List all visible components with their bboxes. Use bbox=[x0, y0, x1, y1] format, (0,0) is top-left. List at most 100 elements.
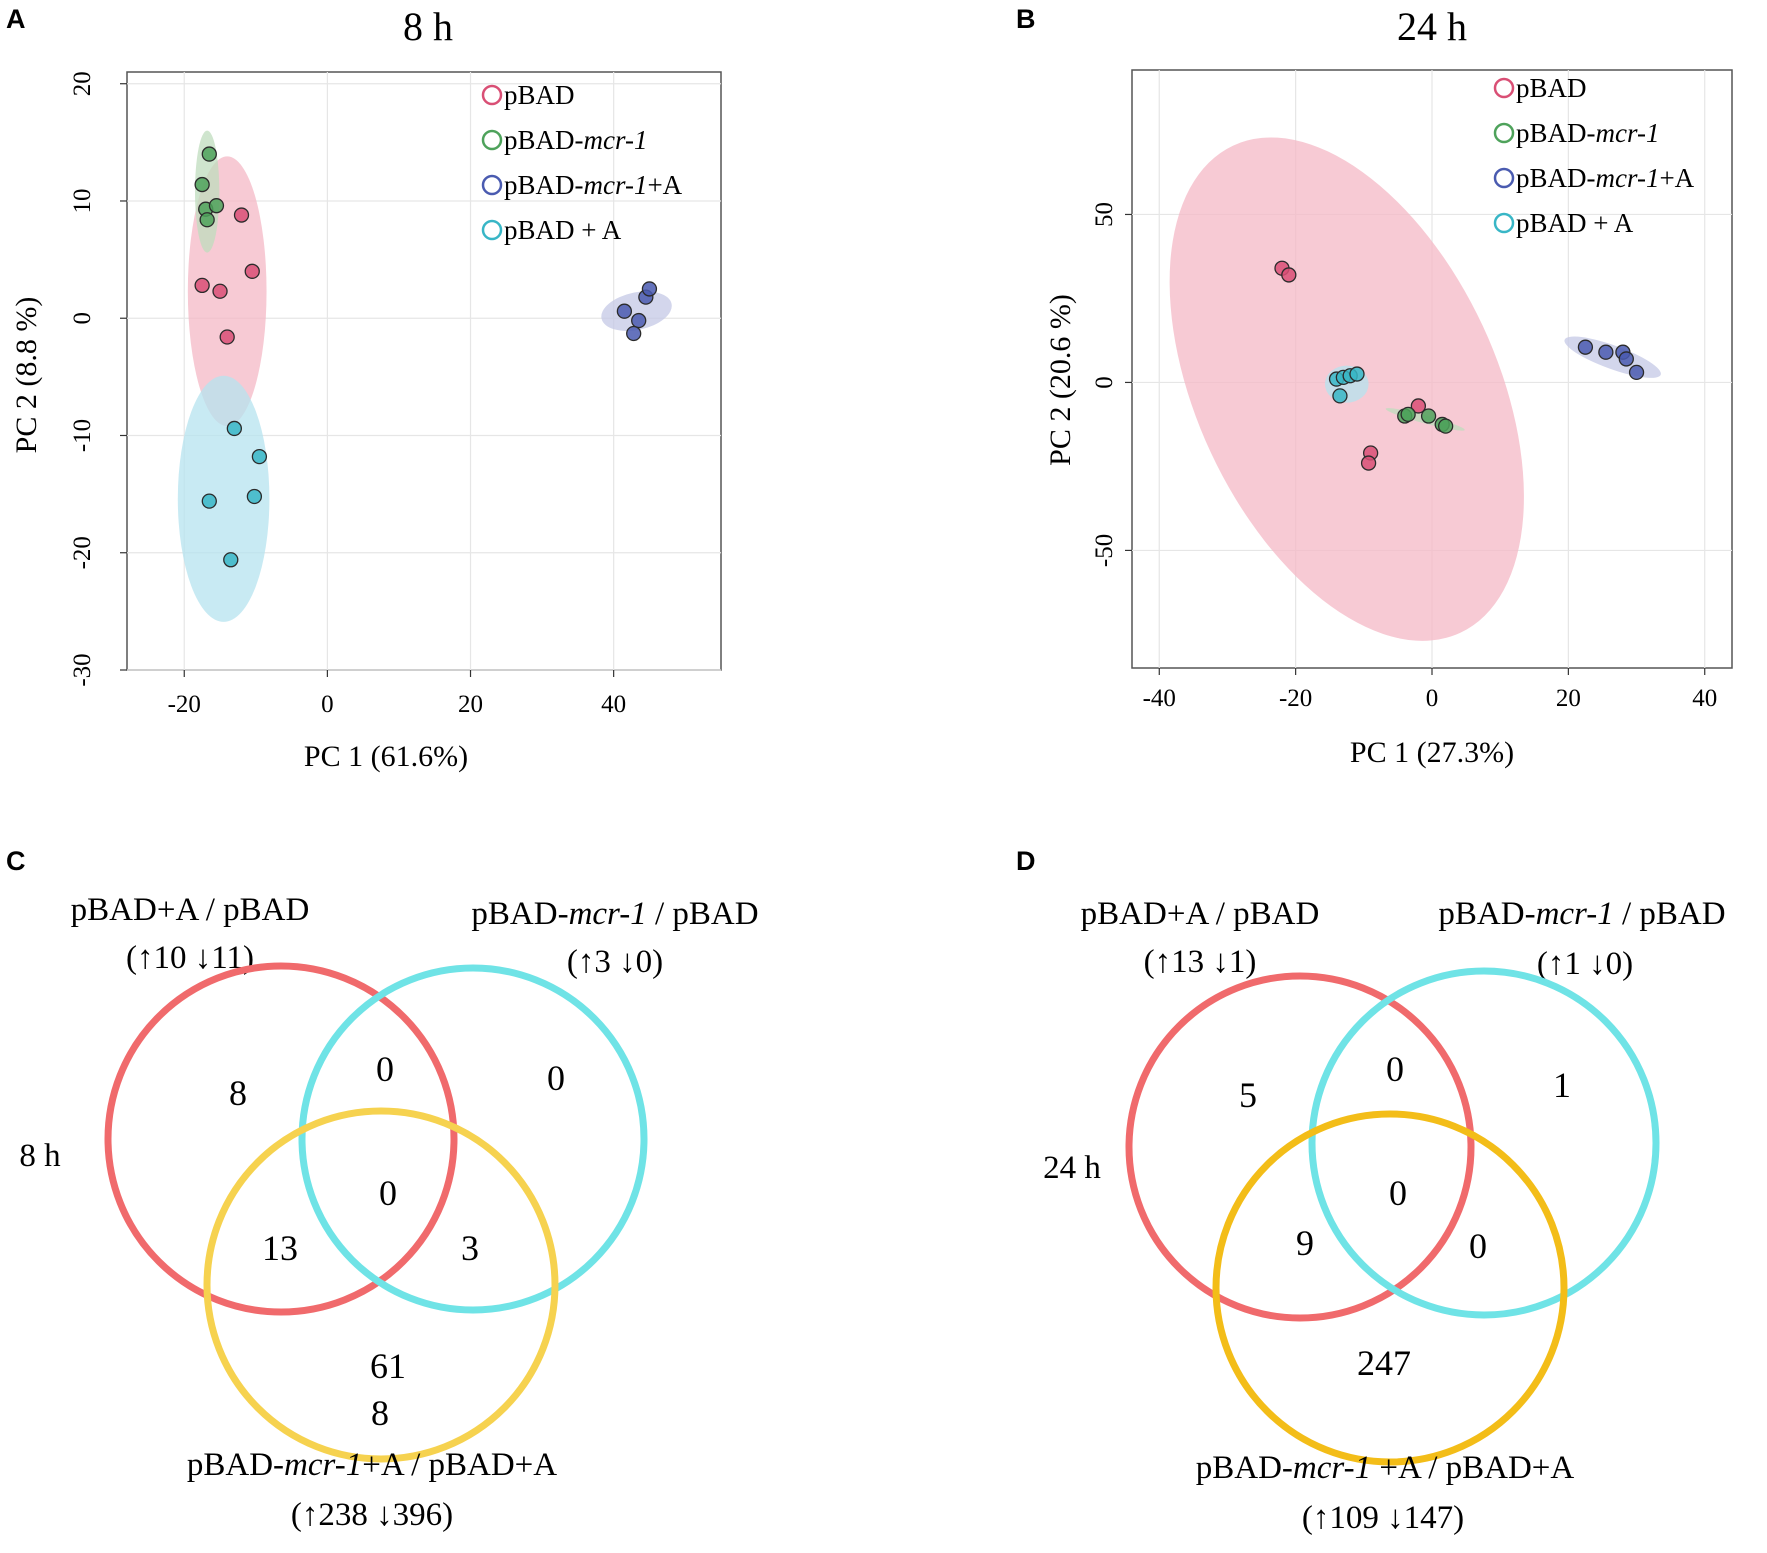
data-point bbox=[1400, 406, 1416, 423]
region-set1-set2: 0 bbox=[376, 1049, 394, 1089]
set3-updown: (↑109 ↓147) bbox=[1302, 1500, 1464, 1536]
y-axis-label: PC 2 (8.8 %) bbox=[10, 297, 43, 454]
x-tick-label: 20 bbox=[458, 691, 483, 718]
set3-name-suffix: +A / pBAD+A bbox=[1371, 1450, 1574, 1486]
region-only-set1: 8 bbox=[229, 1073, 247, 1113]
x-tick-labels: -40 -20 0 20 40 bbox=[1143, 668, 1717, 712]
data-point bbox=[1628, 364, 1645, 381]
region-set1-set2: 0 bbox=[1386, 1049, 1404, 1089]
data-point bbox=[1577, 339, 1594, 355]
x-axis-label: PC 1 (61.6%) bbox=[304, 740, 468, 773]
region-set2-set3: 0 bbox=[1469, 1226, 1487, 1266]
legend-marker bbox=[481, 219, 503, 241]
data-point bbox=[1410, 398, 1427, 414]
set1-circle bbox=[1125, 972, 1475, 1322]
x-axis-label: PC 1 (27.3%) bbox=[1350, 736, 1514, 769]
y-tick-label: -50 bbox=[1091, 534, 1118, 567]
set1-circle bbox=[104, 962, 458, 1316]
data-points bbox=[1274, 260, 1645, 471]
panel-label-b: B bbox=[1016, 4, 1036, 34]
data-point bbox=[201, 493, 217, 509]
region-only-set2: 0 bbox=[547, 1058, 565, 1098]
ellipse-pbad-mcr-1-a bbox=[601, 291, 672, 332]
x-tick-label: -40 bbox=[1143, 685, 1176, 712]
set2-name-gene: mcr-1 bbox=[569, 896, 647, 932]
pca-chart-24h: 24 h -40 -20 0 20 40 50 0 -50 PC 1 (27.3%) PC … bbox=[1044, 4, 1733, 769]
legend-marker bbox=[1493, 212, 1515, 234]
y-tick-label: 0 bbox=[69, 312, 96, 325]
y-tick-label: 20 bbox=[69, 71, 96, 96]
panel-label-a: A bbox=[6, 4, 26, 34]
legend-entry: pBAD bbox=[1516, 73, 1587, 103]
region-only-set3-line1: 61 bbox=[370, 1346, 406, 1386]
panel-label-d: D bbox=[1016, 846, 1036, 876]
region-set2-set3: 3 bbox=[461, 1228, 479, 1268]
region-set1-set3: 13 bbox=[262, 1228, 298, 1268]
region-all-three: 0 bbox=[379, 1173, 397, 1213]
data-point bbox=[208, 198, 225, 214]
set2-updown: (↑3 ↓0) bbox=[567, 944, 663, 980]
region-only-set1: 5 bbox=[1239, 1075, 1257, 1115]
legend-entry: pBAD-mcr-1+A bbox=[504, 170, 683, 200]
legend-marker bbox=[1493, 167, 1515, 189]
data-point bbox=[626, 325, 642, 342]
data-point bbox=[244, 263, 260, 279]
data-point bbox=[199, 212, 215, 228]
legend-entry: pBAD-mcr-1 bbox=[1516, 118, 1659, 148]
set1-name: pBAD+A / pBAD bbox=[71, 892, 310, 928]
data-point bbox=[194, 176, 210, 193]
set3-name: pBAD-mcr-1+A / pBAD+A bbox=[187, 1447, 557, 1483]
y-tick-label: -30 bbox=[69, 653, 96, 686]
legend: pBAD pBAD-mcr-1 pBAD-mcr-1+A pBAD + A bbox=[481, 80, 683, 245]
region-only-set2: 1 bbox=[1553, 1065, 1571, 1105]
venn-diagram-8h: pBAD+A / pBAD (↑10 ↓11) pBAD-mcr-1 / pBA… bbox=[19, 892, 758, 1533]
region-only-set3-line2: 8 bbox=[371, 1393, 389, 1433]
data-point bbox=[1618, 351, 1634, 367]
set3-circle bbox=[1212, 1110, 1568, 1466]
set2-name-prefix: pBAD- bbox=[1438, 896, 1535, 932]
time-label: 8 h bbox=[19, 1138, 61, 1174]
set3-name-prefix: pBAD- bbox=[1196, 1450, 1293, 1486]
data-point bbox=[226, 420, 242, 437]
legend-marker bbox=[1493, 77, 1515, 99]
y-tick-labels: 20 10 0 -10 -20 -30 bbox=[69, 71, 127, 687]
venn-diagram-24h: pBAD+A / pBAD (↑13 ↓1) pBAD-mcr-1 / pBAD… bbox=[1043, 896, 1725, 1536]
x-tick-label: -20 bbox=[168, 691, 201, 718]
x-tick-label: 20 bbox=[1556, 685, 1581, 712]
data-point bbox=[1598, 344, 1614, 360]
data-point bbox=[201, 146, 217, 162]
legend: pBAD pBAD-mcr-1 pBAD-mcr-1+A pBAD + A bbox=[1493, 73, 1695, 238]
data-point bbox=[631, 312, 647, 329]
y-tick-labels: 50 0 -50 bbox=[1091, 202, 1132, 567]
legend-entry: pBAD-mcr-1 bbox=[504, 125, 647, 155]
time-label: 24 h bbox=[1043, 1150, 1101, 1186]
y-tick-label: -10 bbox=[69, 419, 96, 452]
pca-chart-8h: 8 h -20 0 20 40 20 10 0 -10 -20 -30 PC 1 (61.6%)… bbox=[10, 4, 722, 773]
data-point bbox=[1420, 408, 1437, 424]
x-tick-labels: -20 0 20 40 bbox=[168, 670, 626, 718]
set3-name: pBAD-mcr-1 +A / pBAD+A bbox=[1196, 1450, 1575, 1486]
data-point bbox=[1437, 418, 1454, 434]
set3-circle bbox=[203, 1107, 559, 1463]
set2-circle bbox=[1308, 967, 1660, 1319]
set1-updown: (↑13 ↓1) bbox=[1144, 944, 1257, 980]
set3-name-gene: mcr-1 bbox=[1293, 1450, 1371, 1486]
x-tick-label: 0 bbox=[321, 691, 334, 718]
set2-name: pBAD-mcr-1 / pBAD bbox=[471, 896, 758, 932]
y-axis-label: PC 2 (20.6 %) bbox=[1044, 294, 1077, 466]
legend-entry: pBAD + A bbox=[504, 215, 622, 245]
set2-name: pBAD-mcr-1 / pBAD bbox=[1438, 896, 1725, 932]
legend-entry: pBAD-mcr-1+A bbox=[1516, 163, 1695, 193]
x-tick-label: 40 bbox=[601, 691, 626, 718]
legend-marker bbox=[1493, 122, 1515, 144]
y-tick-label: -20 bbox=[69, 536, 96, 569]
set1-name: pBAD+A / pBAD bbox=[1081, 896, 1320, 932]
data-point bbox=[251, 448, 268, 465]
y-tick-label: 10 bbox=[69, 188, 96, 213]
x-tick-label: 40 bbox=[1692, 685, 1717, 712]
data-point bbox=[616, 303, 633, 319]
legend-marker bbox=[481, 84, 503, 106]
x-tick-label: -20 bbox=[1279, 685, 1312, 712]
set3-name-suffix: +A / pBAD+A bbox=[362, 1447, 557, 1483]
set2-name-gene: mcr-1 bbox=[1536, 896, 1614, 932]
